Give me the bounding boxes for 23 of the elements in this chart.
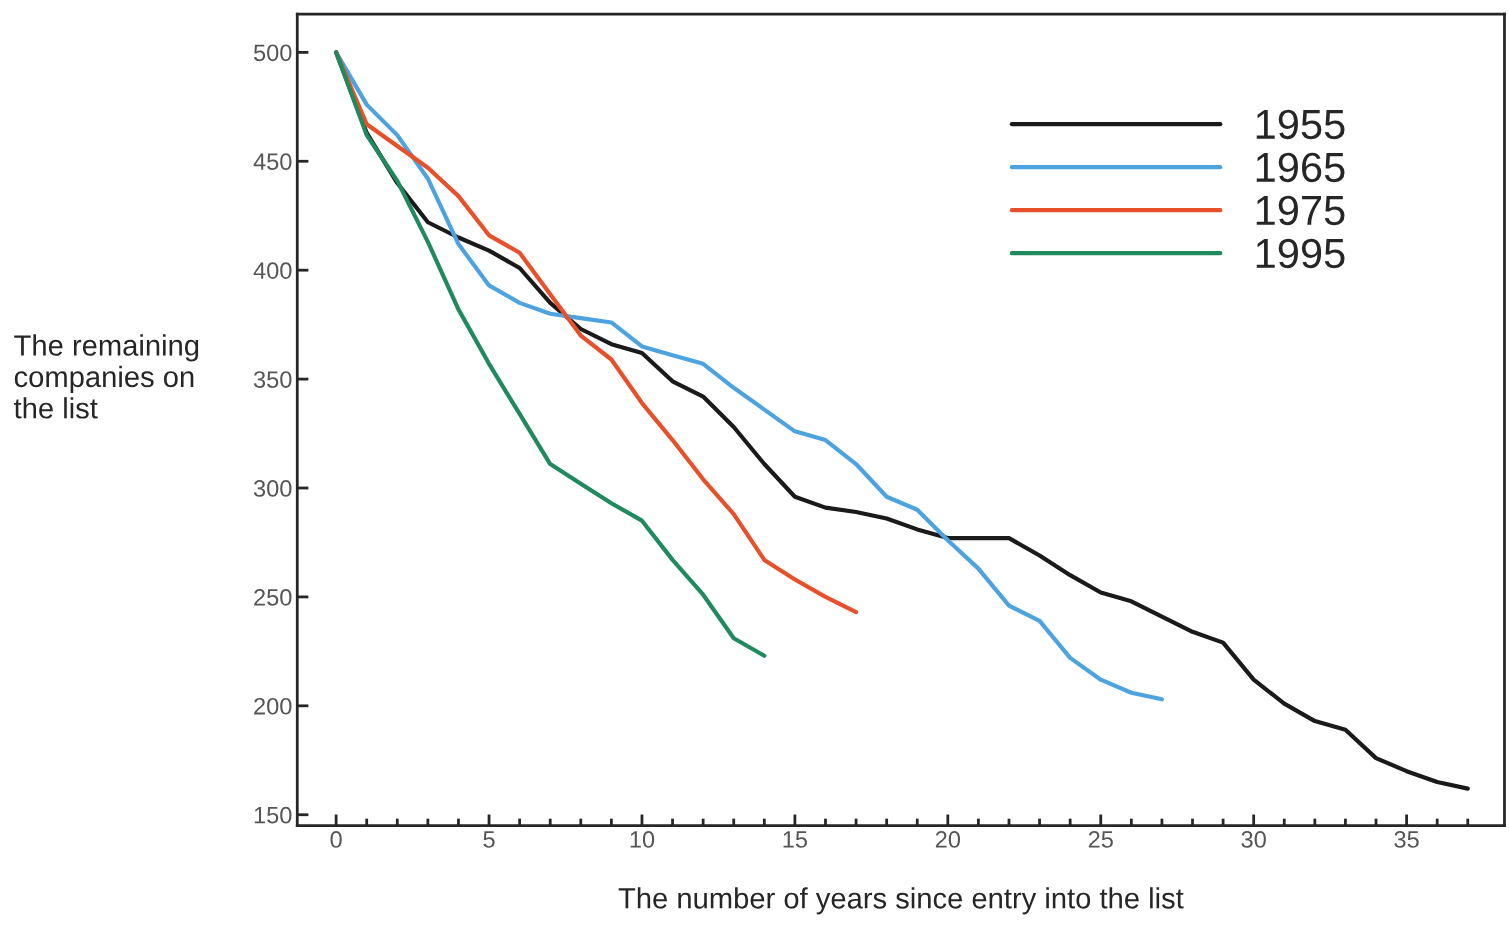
y-tick-label: 250	[254, 588, 292, 606]
y-tick-label: 300	[253, 480, 292, 497]
legend-label: 1965	[1256, 152, 1345, 183]
x-tick-label: 35	[1394, 831, 1419, 848]
y-tick-label: 450	[253, 153, 292, 171]
line-series	[334, 50, 767, 658]
y-tick-label: 150	[254, 806, 292, 824]
legend-label: 1975	[1256, 195, 1345, 226]
x-tick-label: 15	[783, 831, 808, 848]
y-axis-title: The remaining companies on the list	[14, 334, 199, 419]
x-tick-label: 20	[935, 831, 961, 848]
y-tick-label: 500	[253, 44, 292, 62]
y-tick-label: 400	[253, 262, 292, 279]
x-tick-label: 30	[1241, 831, 1266, 848]
x-tick-label: 10	[630, 831, 655, 848]
x-axis-title: The number of years since entry into the list	[618, 887, 1184, 915]
legend-label: 1955	[1256, 109, 1345, 140]
y-tick-label: 200	[254, 697, 292, 715]
x-tick-label: 0	[330, 831, 342, 848]
x-tick-label: 25	[1088, 831, 1113, 848]
y-tick-label: 350	[253, 371, 292, 388]
legend-label: 1995	[1256, 238, 1345, 269]
x-tick-label: 5	[483, 831, 495, 848]
